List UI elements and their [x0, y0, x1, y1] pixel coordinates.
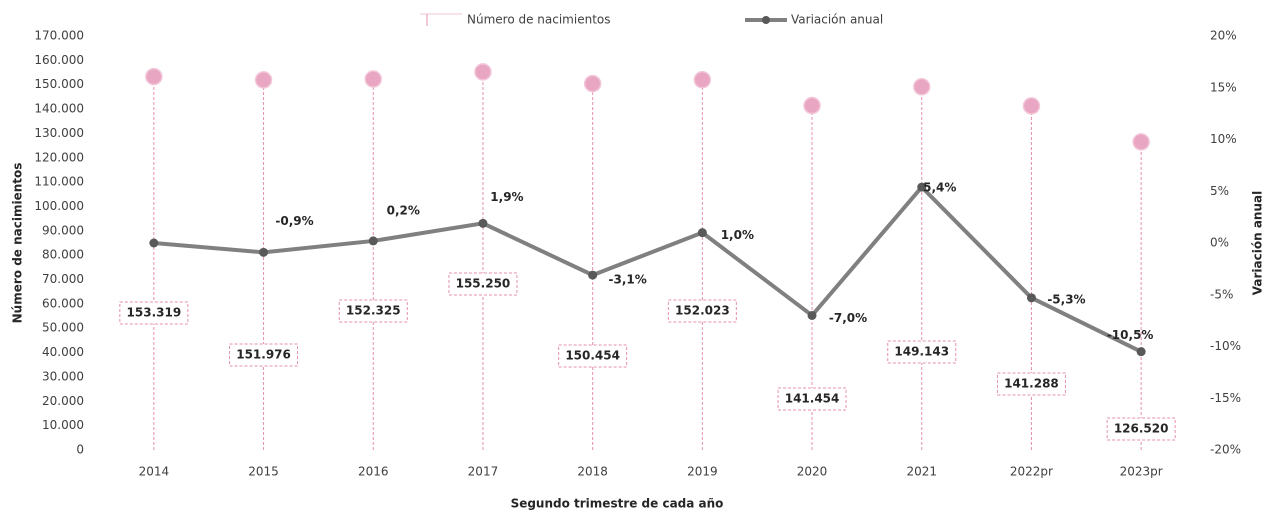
x-tick-label: 2023pr	[1120, 465, 1163, 479]
y-tick-label: 110.000	[34, 175, 84, 189]
line-marker	[588, 270, 598, 280]
data-label: 155.250	[456, 277, 511, 291]
y-tick-label: 160.000	[34, 53, 84, 67]
y-tick-label: 150.000	[34, 77, 84, 91]
x-tick-label: 2022pr	[1010, 465, 1053, 479]
data-label: 1,0%	[721, 228, 754, 242]
y-tick-label: 80.000	[42, 248, 84, 262]
y2-tick-label: 10%	[1210, 132, 1237, 146]
data-label: 153.319	[127, 306, 182, 320]
lollipop-dot	[254, 71, 273, 89]
label-box	[119, 301, 189, 325]
label-box	[448, 272, 518, 296]
lollipop-dot	[583, 74, 602, 93]
y-tick-label: 170.000	[34, 29, 84, 43]
data-label: -0,9%	[275, 214, 313, 228]
data-label: 150.454	[565, 349, 620, 363]
data-label: 5,4%	[923, 181, 956, 195]
line	[153, 184, 1143, 354]
data-label: 141.288	[1004, 377, 1059, 391]
x-tick-label: 2018	[577, 465, 608, 479]
y2-tick-label: 20%	[1210, 29, 1237, 43]
lollipop-dot	[693, 71, 712, 89]
label-box	[1106, 417, 1176, 441]
y-tick-label: 140.000	[34, 102, 84, 116]
line-marker	[697, 228, 707, 238]
label-box	[338, 299, 408, 323]
y2-axis-title: Variación anual	[1251, 191, 1265, 295]
data-label: 152.325	[346, 304, 401, 318]
line-marker	[478, 218, 488, 228]
data-label: 0,2%	[387, 203, 420, 217]
data-label: 151.976	[236, 348, 291, 362]
y-tick-label: 50.000	[42, 321, 84, 335]
lollipop-dot	[1132, 133, 1150, 151]
line-marker	[807, 310, 817, 320]
data-label: 1,9%	[490, 190, 523, 204]
y-tick-label: 60.000	[42, 296, 84, 310]
legend-label: Variación anual	[791, 13, 883, 27]
x-tick-label: 2015	[248, 465, 279, 479]
y2-tick-label: 15%	[1210, 80, 1237, 94]
data-label: 149.143	[894, 345, 949, 359]
x-axis-title: Segundo trimestre de cada año	[511, 497, 724, 511]
y2-tick-label: 5%	[1210, 184, 1229, 198]
lollipop-dot	[803, 96, 821, 115]
y-tick-label: 120.000	[34, 150, 84, 164]
label-box	[667, 299, 737, 323]
line-marker	[259, 247, 269, 257]
label-box	[558, 344, 628, 368]
y-tick-label: 30.000	[42, 369, 84, 383]
x-tick-label: 2019	[687, 465, 718, 479]
lollipop-dot	[364, 70, 382, 88]
line-marker	[917, 182, 927, 192]
data-label: 141.454	[785, 392, 840, 406]
y2-tick-label: -10%	[1210, 339, 1241, 353]
y-tick-label: 0	[76, 443, 84, 457]
x-tick-label: 2016	[358, 465, 389, 479]
line-marker	[1026, 293, 1036, 303]
line-marker	[149, 238, 159, 248]
data-label: 152.023	[675, 304, 730, 318]
y2-tick-label: 0%	[1210, 236, 1229, 250]
data-label: -10,5%	[1107, 328, 1154, 342]
data-label: -7,0%	[829, 311, 867, 325]
lollipop-dot	[145, 67, 163, 86]
lollipop-dot	[474, 63, 492, 81]
y2-tick-label: -20%	[1210, 443, 1241, 457]
label-box	[229, 343, 299, 367]
x-tick-label: 2021	[906, 465, 937, 479]
y-tick-label: 10.000	[42, 418, 84, 432]
label-box	[777, 387, 847, 411]
x-tick-label: 2014	[139, 465, 170, 479]
line-marker	[368, 236, 378, 246]
y-tick-label: 20.000	[42, 394, 84, 408]
y-tick-label: 100.000	[34, 199, 84, 213]
y2-tick-label: -15%	[1210, 391, 1241, 405]
x-tick-label: 2020	[797, 465, 828, 479]
lollipop-dot	[1022, 97, 1041, 115]
y-axis-title: Número de nacimientos	[11, 163, 25, 324]
y-tick-label: 90.000	[42, 223, 84, 237]
y-tick-label: 70.000	[42, 272, 84, 286]
lollipop-dot	[913, 78, 931, 96]
data-label: -5,3%	[1047, 292, 1085, 306]
line-marker	[1136, 347, 1146, 357]
label-box	[996, 372, 1066, 396]
x-tick-label: 2017	[468, 465, 499, 479]
y2-tick-label: -5%	[1210, 287, 1233, 301]
y-tick-label: 40.000	[42, 345, 84, 359]
data-label: 126.520	[1114, 422, 1169, 436]
legend-swatch	[762, 16, 770, 24]
data-label: -3,1%	[609, 273, 647, 287]
label-box	[887, 340, 957, 364]
legend-label: Número de nacimientos	[467, 13, 611, 27]
y-tick-label: 130.000	[34, 126, 84, 140]
